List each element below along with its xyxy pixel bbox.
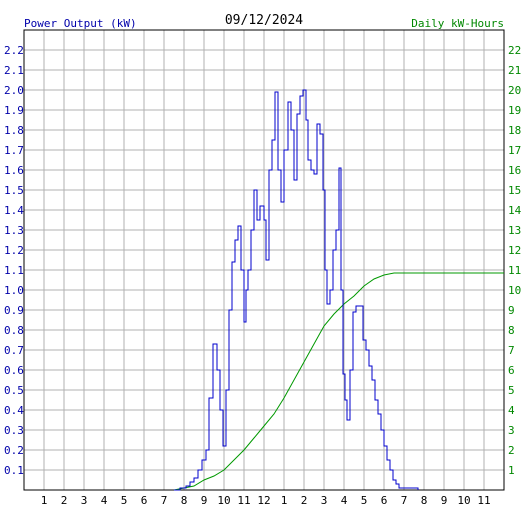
x-tick-label: 5 — [361, 494, 368, 507]
x-tick-label: 4 — [101, 494, 108, 507]
right-tick-label: 8 — [508, 324, 515, 337]
left-tick-label: 1.4 — [4, 204, 24, 217]
x-tick-label: 4 — [341, 494, 348, 507]
left-tick-label: 1.6 — [4, 164, 24, 177]
x-tick-label: 10 — [217, 494, 230, 507]
left-tick-label: 1.0 — [4, 284, 24, 297]
right-tick-label: 17 — [508, 144, 521, 157]
x-tick-label: 2 — [301, 494, 308, 507]
left-tick-label: 1.9 — [4, 104, 24, 117]
right-tick-label: 19 — [508, 104, 521, 117]
right-tick-label: 1 — [508, 464, 515, 477]
right-tick-label: 13 — [508, 224, 521, 237]
x-tick-label: 12 — [257, 494, 270, 507]
left-axis-label: Power Output (kW) — [24, 17, 137, 30]
left-tick-label: 1.2 — [4, 244, 24, 257]
x-tick-label: 8 — [421, 494, 428, 507]
right-tick-label: 9 — [508, 304, 515, 317]
x-tick-label: 5 — [121, 494, 128, 507]
left-tick-label: 0.4 — [4, 404, 24, 417]
plot-border — [23, 29, 505, 491]
left-tick-label: 0.5 — [4, 384, 24, 397]
right-tick-label: 3 — [508, 424, 515, 437]
x-tick-label: 11 — [237, 494, 250, 507]
x-tick-label: 10 — [457, 494, 470, 507]
left-tick-label: 2.0 — [4, 84, 24, 97]
right-tick-label: 14 — [508, 204, 522, 217]
left-tick-label: 0.3 — [4, 424, 24, 437]
x-axis-ticks: 1 2 3 4 5 6 7 8 9 10 11 12 1 2 3 4 5 6 7 8 9 10 11 — [41, 494, 491, 507]
grid-lines — [24, 30, 504, 490]
left-tick-label: 0.7 — [4, 344, 24, 357]
x-tick-label: 11 — [477, 494, 490, 507]
left-tick-label: 1.8 — [4, 124, 24, 137]
x-tick-label: 7 — [161, 494, 168, 507]
x-tick-label: 7 — [401, 494, 408, 507]
left-tick-label: 1.1 — [4, 264, 24, 277]
right-tick-label: 18 — [508, 124, 521, 137]
left-tick-label: 0.6 — [4, 364, 24, 377]
power-line — [174, 89, 419, 491]
left-tick-label: 0.2 — [4, 444, 24, 457]
x-tick-label: 6 — [141, 494, 148, 507]
x-tick-label: 1 — [281, 494, 288, 507]
x-tick-label: 3 — [81, 494, 88, 507]
left-axis-ticks: 0.1 0.2 0.3 0.4 0.5 0.6 0.7 0.8 0.9 1.0 1.1 1.2 1.3 1… — [4, 44, 24, 477]
x-tick-label: 1 — [41, 494, 48, 507]
x-tick-label: 8 — [181, 494, 188, 507]
right-tick-label: 15 — [508, 184, 521, 197]
x-tick-label: 2 — [61, 494, 68, 507]
right-tick-label: 16 — [508, 164, 521, 177]
left-tick-label: 1.3 — [4, 224, 24, 237]
left-tick-label: 0.8 — [4, 324, 24, 337]
chart-date: 09/12/2024 — [225, 13, 303, 28]
x-tick-label: 3 — [321, 494, 328, 507]
energy-series — [173, 272, 504, 491]
right-tick-label: 21 — [508, 64, 521, 77]
right-tick-label: 20 — [508, 84, 521, 97]
energy-line — [173, 272, 504, 491]
left-tick-label: 0.1 — [4, 464, 24, 477]
right-tick-label: 7 — [508, 344, 515, 357]
x-tick-label: 9 — [201, 494, 208, 507]
left-tick-label: 0.9 — [4, 304, 24, 317]
power-series — [174, 89, 419, 491]
left-tick-label: 1.5 — [4, 184, 24, 197]
right-tick-label: 2 — [508, 444, 515, 457]
right-tick-label: 4 — [508, 404, 515, 417]
right-tick-label: 11 — [508, 264, 521, 277]
right-axis-label: Daily kW-Hours — [411, 17, 504, 30]
left-tick-label: 2.1 — [4, 64, 24, 77]
right-tick-label: 5 — [508, 384, 515, 397]
right-tick-label: 6 — [508, 364, 515, 377]
right-tick-label: 10 — [508, 284, 521, 297]
left-tick-label: 1.7 — [4, 144, 24, 157]
right-tick-label: 12 — [508, 244, 521, 257]
x-tick-label: 6 — [381, 494, 388, 507]
right-tick-label: 22 — [508, 44, 521, 57]
left-tick-label: 2.2 — [4, 44, 24, 57]
x-tick-label: 9 — [441, 494, 448, 507]
